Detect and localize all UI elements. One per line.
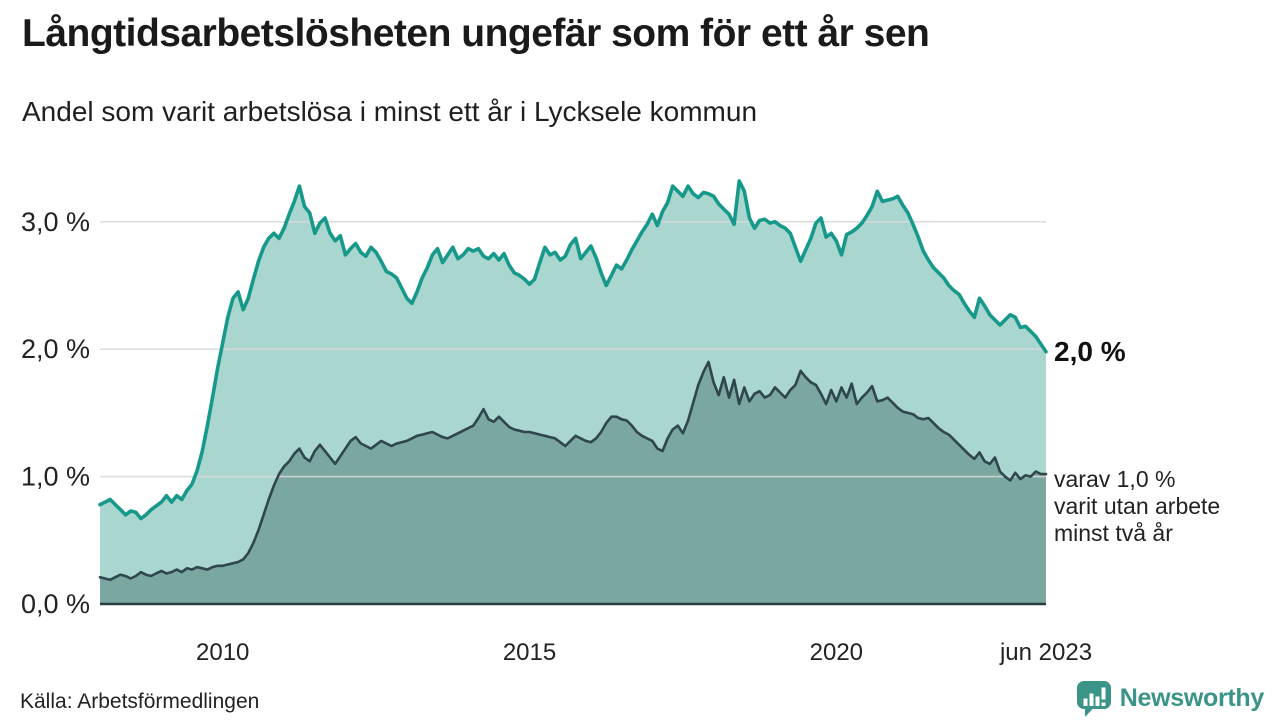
area-fill-two-years <box>100 361 1046 604</box>
x-tick-label: 2010 <box>196 639 249 666</box>
series-end-label-line: minst två år <box>1054 520 1173 546</box>
x-tick-label: 2020 <box>810 639 863 666</box>
series-end-label-line: varit utan arbete <box>1054 493 1221 519</box>
newsworthy-logo-text: Newsworthy <box>1119 684 1265 712</box>
source-note: Källa: Arbetsförmedlingen <box>20 690 260 713</box>
chart-title: Långtidsarbetslösheten ungefär som för e… <box>22 12 930 55</box>
series-end-label-total: 2,0 % <box>1054 336 1126 367</box>
y-tick-label: 2,0 % <box>21 334 90 364</box>
x-tick-label: jun 2023 <box>999 639 1092 666</box>
series-end-label-two-years: varav 1,0 % varit utan arbete minst två … <box>1054 466 1220 547</box>
newsworthy-bubble-chart-icon <box>1076 680 1112 717</box>
y-tick-label: 1,0 % <box>21 462 90 492</box>
line-two-years <box>98 360 1048 582</box>
x-tick-label: 2015 <box>503 639 556 666</box>
series-end-label-line: varav 1,0 % <box>1054 466 1176 492</box>
y-tick-label: 0,0 % <box>21 589 90 619</box>
newsworthy-logo[interactable]: Newsworthy <box>1076 680 1264 717</box>
y-tick-label: 3,0 % <box>21 207 90 237</box>
chart-subtitle: Andel som varit arbetslösa i minst ett å… <box>22 96 758 127</box>
line-one-year <box>98 179 1048 521</box>
